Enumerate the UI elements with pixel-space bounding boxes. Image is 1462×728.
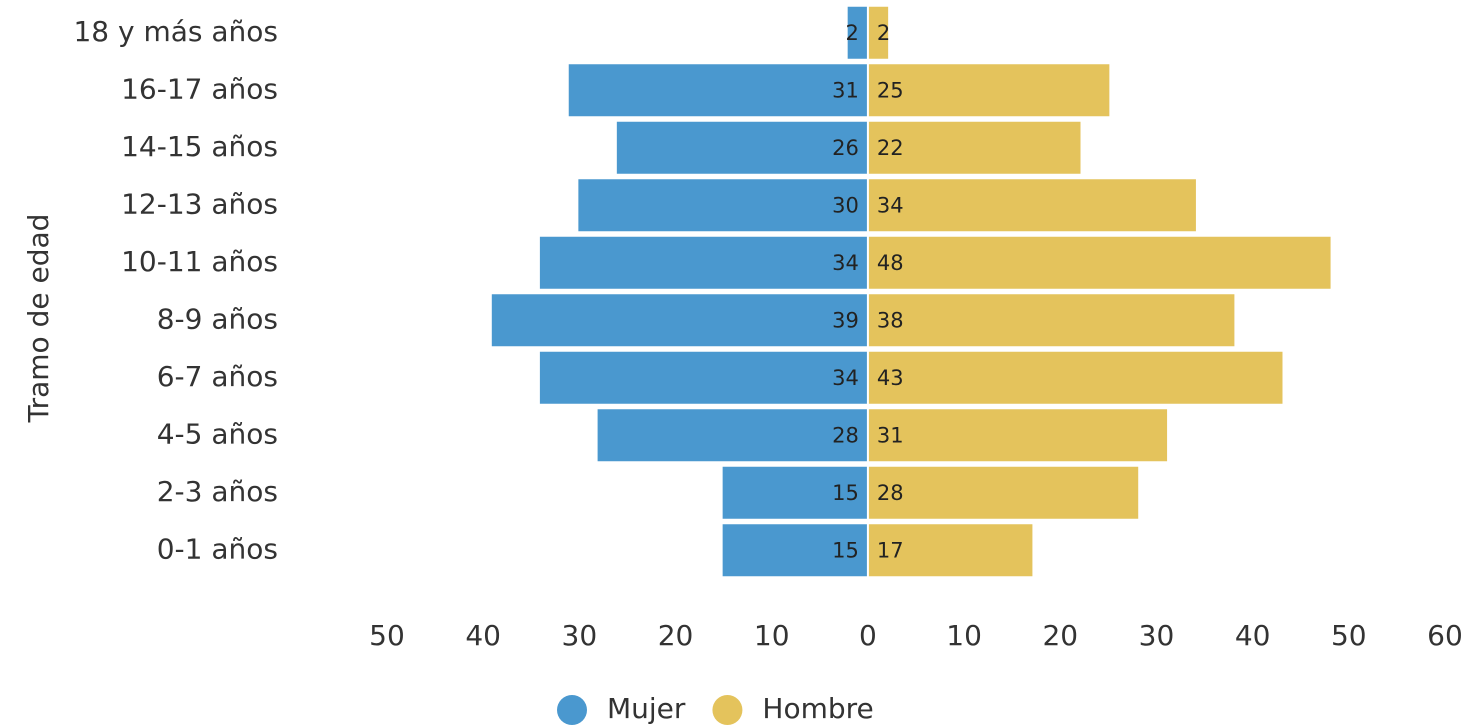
value-label: 31 xyxy=(832,78,859,102)
value-label: 15 xyxy=(832,481,859,505)
value-label: 17 xyxy=(877,538,904,562)
y-tick-label: 6-7 años xyxy=(157,360,278,393)
value-label: 31 xyxy=(877,423,904,447)
value-label: 34 xyxy=(832,366,859,390)
value-label: 38 xyxy=(877,308,904,332)
value-label: 34 xyxy=(832,251,859,275)
x-tick-label: 40 xyxy=(1235,619,1271,652)
y-tick-label: 16-17 años xyxy=(121,72,278,105)
bar xyxy=(868,524,1033,577)
bar xyxy=(868,351,1283,404)
x-tick-label: 10 xyxy=(754,619,790,652)
value-label: 22 xyxy=(877,136,904,160)
value-label: 2 xyxy=(846,21,859,45)
bar xyxy=(868,294,1235,347)
x-tick-label: 50 xyxy=(369,619,405,652)
bar xyxy=(539,351,867,404)
value-label: 2 xyxy=(877,21,890,45)
value-label: 26 xyxy=(832,136,859,160)
value-label: 25 xyxy=(877,78,904,102)
x-tick-label: 20 xyxy=(1042,619,1078,652)
value-label: 48 xyxy=(877,251,904,275)
x-tick-label: 40 xyxy=(465,619,501,652)
x-tick-label: 10 xyxy=(946,619,982,652)
x-tick-label: 30 xyxy=(562,619,598,652)
bar xyxy=(868,121,1081,174)
bar xyxy=(539,236,867,289)
bar xyxy=(491,294,867,347)
value-label: 30 xyxy=(832,193,859,217)
bar xyxy=(568,64,867,117)
x-tick-label: 60 xyxy=(1427,619,1462,652)
y-tick-label: 4-5 años xyxy=(157,417,278,450)
value-label: 28 xyxy=(877,481,904,505)
bar xyxy=(868,64,1110,117)
x-tick-label: 50 xyxy=(1331,619,1367,652)
bar xyxy=(722,524,867,577)
y-tick-label: 0-1 años xyxy=(157,532,278,565)
value-label: 39 xyxy=(832,308,859,332)
legend-marker xyxy=(712,695,743,725)
legend-label: Hombre xyxy=(762,692,873,725)
bar xyxy=(847,6,867,59)
y-tick-label: 10-11 años xyxy=(121,245,278,278)
y-tick-label: 12-13 años xyxy=(121,187,278,220)
y-tick-label: 18 y más años xyxy=(73,15,278,48)
value-label: 28 xyxy=(832,423,859,447)
legend-marker xyxy=(557,695,587,725)
bar xyxy=(616,121,867,174)
bar xyxy=(868,409,1168,462)
value-label: 15 xyxy=(832,538,859,562)
bar xyxy=(868,6,889,59)
bar xyxy=(868,466,1139,519)
value-label: 43 xyxy=(877,366,904,390)
legend-label: Mujer xyxy=(607,692,686,725)
bar xyxy=(722,466,867,519)
value-label: 34 xyxy=(877,193,904,217)
bar xyxy=(578,179,867,232)
y-axis-label: Tramo de edad xyxy=(22,214,55,424)
bar xyxy=(597,409,867,462)
y-tick-label: 14-15 años xyxy=(121,130,278,163)
x-tick-label: 0 xyxy=(859,619,877,652)
x-tick-label: 30 xyxy=(1139,619,1175,652)
bar xyxy=(868,179,1196,232)
bar xyxy=(868,236,1331,289)
y-tick-label: 2-3 años xyxy=(157,475,278,508)
y-tick-label: 8-9 años xyxy=(157,302,278,335)
x-tick-label: 20 xyxy=(658,619,694,652)
